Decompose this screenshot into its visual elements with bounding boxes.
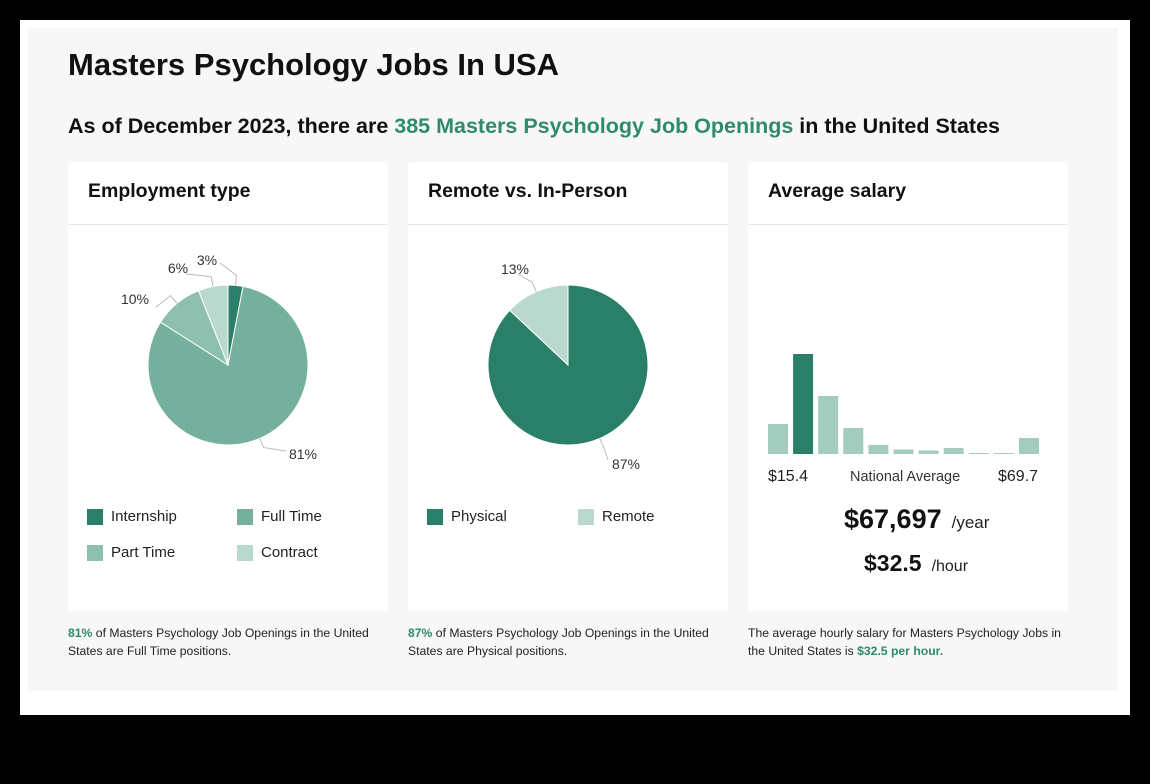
salary-bar-3 [843,428,864,454]
employment-type-title: Employment type [88,180,251,202]
card-divider [68,224,388,225]
hourly-salary: $32.5/hour [864,550,968,577]
pie-slice-full-time [147,285,309,446]
swatch-remote [578,508,594,525]
legend-label: Contract [261,544,318,561]
legend-part-time: Part Time [87,544,175,561]
salary-bar-8 [968,453,989,454]
average-salary-card: Average salary $15.4 National Average $6… [748,162,1068,611]
note-text: of Masters Psychology Job Openings in th… [68,626,369,658]
note-highlight: 81% [68,626,93,640]
label-leader-line [219,262,237,286]
salary-bar-2 [818,396,839,454]
pie-label-contract: 6% [168,260,188,276]
page-subtitle: As of December 2023, there are 385 Maste… [68,114,1000,139]
remote-vs-in-person-title: Remote vs. In-Person [428,180,628,202]
note-text: The average hourly salary for Masters Ps… [748,626,1061,658]
salary-note: The average hourly salary for Masters Ps… [748,624,1068,660]
legend-label: Full Time [261,508,322,525]
note-highlight: $32.5 per hour. [857,644,944,658]
employment-type-note: 81% of Masters Psychology Job Openings i… [68,624,388,660]
swatch-contract [237,544,253,561]
legend-label: Part Time [111,544,176,561]
pie-slice-remote [508,284,569,367]
employment-type-card: Employment type 3% 81% 10% 6% Internship Fu… [68,162,388,611]
pie-label-part-time: 10% [121,291,149,307]
remote-vs-in-person-pie: 87% 13% [487,261,649,472]
average-salary-title: Average salary [768,180,907,202]
legend-remote: Remote [578,508,655,525]
legend-internship: Internship [87,508,177,525]
legend-label: Physical [451,508,507,525]
pie-label-internship: 3% [197,252,217,268]
label-leader-line [599,438,609,461]
salary-min-label: $15.4 [768,468,809,485]
salary-bar-4 [868,445,889,454]
pie-label-physical: 87% [612,456,640,472]
salary-bar-5 [893,449,914,454]
legend-label: Remote [602,508,655,525]
subtitle-post: in the United States [793,114,1000,138]
label-leader-line [517,273,537,292]
label-leader-line [259,438,287,452]
legend-contract: Contract [237,544,318,561]
swatch-physical [427,508,443,525]
legend-full-time: Full Time [237,508,322,525]
salary-histogram [768,354,1039,454]
yearly-salary: $67,697/year [844,504,989,535]
salary-bar-0 [768,424,788,454]
remote-note: 87% of Masters Psychology Job Openings i… [408,624,728,660]
pie-label-remote: 13% [501,261,529,277]
remote-vs-in-person-card: Remote vs. In-Person 87% 13% Physical Rem… [408,162,728,611]
card-divider [748,224,1068,225]
salary-bar-9 [993,453,1014,454]
national-average-label: National Average [850,469,961,485]
subtitle-highlight: 385 Masters Psychology Job Openings [394,114,794,138]
salary-max-label: $69.7 [998,468,1039,485]
swatch-internship [87,508,103,525]
yearly-salary-value: $67,697 [844,504,942,534]
label-leader-line [185,273,214,287]
page-title: Masters Psychology Jobs In USA [68,47,559,82]
pie-label-full-time: 81% [289,446,317,462]
employment-type-pie: 3% 81% 10% 6% [121,252,317,462]
salary-bar-10 [1019,438,1039,454]
legend-physical: Physical [427,508,507,525]
note-highlight: 87% [408,626,433,640]
swatch-full-time [237,508,253,525]
yearly-salary-unit: /year [951,513,990,532]
pie-slice-contract [197,284,229,366]
salary-bar-6 [918,450,939,454]
salary-bar-7 [943,448,964,454]
card-divider [408,224,728,225]
salary-bar-1 [793,354,814,454]
hourly-salary-unit: /hour [931,558,969,575]
label-leader-line [155,294,178,308]
swatch-part-time [87,544,103,561]
subtitle-pre: As of December 2023, there are [68,114,395,138]
hourly-salary-value: $32.5 [864,550,922,576]
note-text: of Masters Psychology Job Openings in th… [408,626,709,658]
legend-label: Internship [111,508,177,525]
